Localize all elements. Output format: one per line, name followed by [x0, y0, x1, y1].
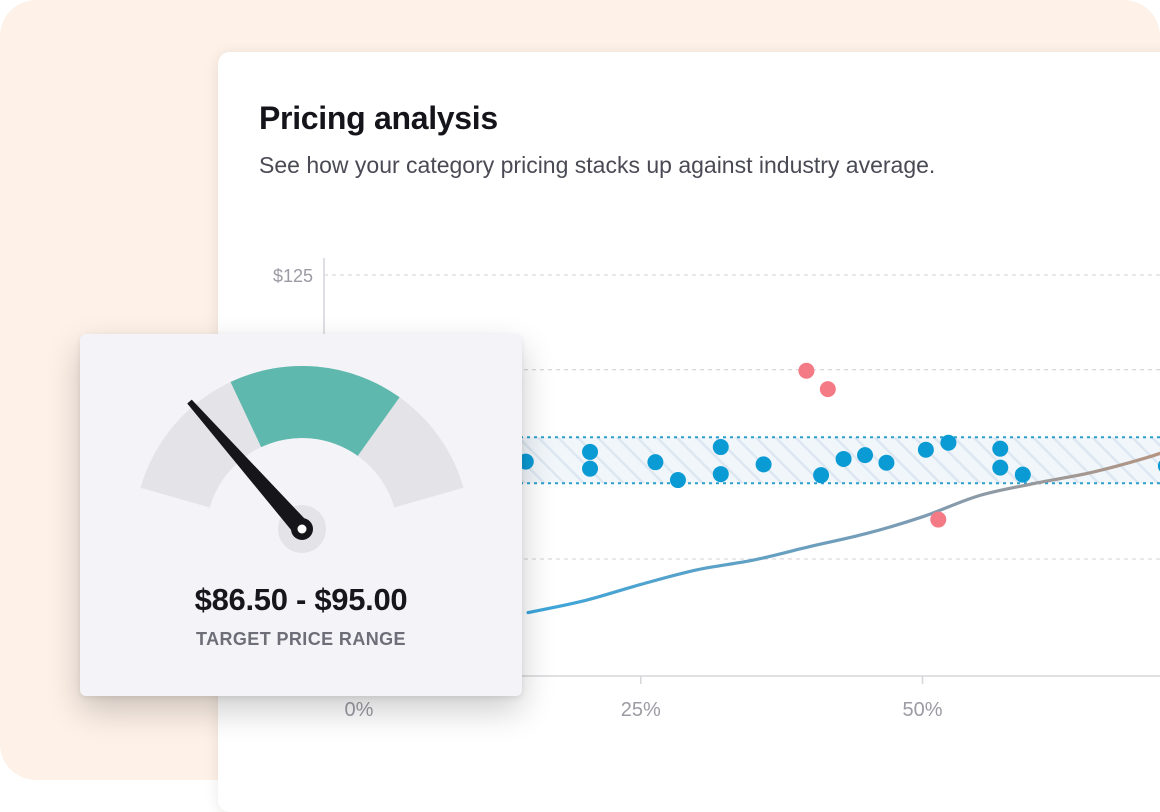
data-point[interactable]: [835, 450, 852, 467]
trend-line: [526, 451, 1160, 615]
data-point[interactable]: [813, 467, 830, 484]
x-tick-label: 0%: [345, 699, 374, 721]
axis-tick-labels: 0% 25% 50% $125: [273, 266, 943, 721]
data-point[interactable]: [992, 459, 1009, 476]
outlier-point[interactable]: [798, 362, 815, 379]
gauge-needle-pin: [297, 524, 307, 534]
data-point[interactable]: [992, 440, 1009, 457]
target-price-range-label: TARGET PRICE RANGE: [196, 629, 406, 649]
gauge-needle: [187, 399, 309, 535]
data-point[interactable]: [755, 456, 772, 473]
target-price-gauge-card: $86.50 - $95.00 TARGET PRICE RANGE: [80, 334, 522, 696]
data-point[interactable]: [917, 441, 934, 458]
price-gauge: [140, 366, 464, 553]
data-point[interactable]: [878, 454, 895, 471]
data-point[interactable]: [1157, 458, 1160, 474]
y-tick-label: $125: [273, 266, 313, 286]
x-tick-label: 50%: [902, 699, 942, 721]
page-subtitle: See how your category pricing stacks up …: [259, 152, 936, 178]
x-tick-label: 25%: [621, 699, 661, 721]
data-point[interactable]: [712, 466, 729, 483]
data-point[interactable]: [712, 439, 729, 456]
data-point[interactable]: [940, 434, 957, 451]
target-price-range-value: $86.50 - $95.00: [194, 582, 408, 617]
trend-line-group: [526, 451, 1160, 615]
data-point[interactable]: [582, 443, 599, 460]
data-point[interactable]: [582, 460, 599, 477]
page-title: Pricing analysis: [259, 100, 498, 136]
data-point[interactable]: [1014, 466, 1031, 483]
gauge-target-arc: [230, 366, 400, 456]
data-point[interactable]: [669, 472, 686, 489]
outlier-point[interactable]: [819, 381, 836, 398]
outlier-point[interactable]: [930, 511, 947, 528]
data-point[interactable]: [857, 447, 874, 464]
data-points: [517, 362, 1160, 528]
data-point[interactable]: [647, 454, 664, 471]
